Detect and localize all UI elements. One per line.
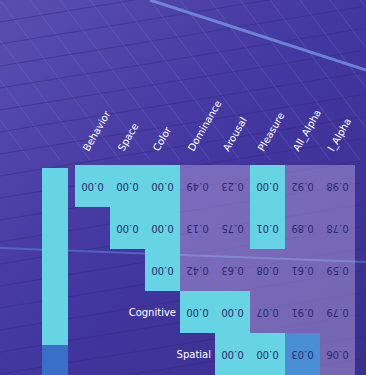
column-label: Dominance xyxy=(186,98,224,153)
cell xyxy=(320,333,355,375)
cell xyxy=(110,207,145,249)
cell-label: 0.00 xyxy=(151,265,173,276)
column-label: Arousal xyxy=(221,115,249,153)
row-label: Spatial xyxy=(177,349,211,360)
cell xyxy=(285,249,320,291)
roof-line xyxy=(0,94,366,154)
cell-label: 0.00 xyxy=(221,349,243,360)
cell xyxy=(320,291,355,333)
cell xyxy=(215,249,250,291)
cell-label: 0.42 xyxy=(186,265,208,276)
cell-label: 0.06 xyxy=(326,349,348,360)
cell xyxy=(215,207,250,249)
cell-label: 0.89 xyxy=(291,223,313,234)
cell-label: 0.03 xyxy=(291,349,313,360)
cell xyxy=(180,249,215,291)
color-bar xyxy=(42,345,68,375)
roof-line xyxy=(0,50,366,110)
cell xyxy=(145,165,180,207)
cell-label: 0.01 xyxy=(256,223,278,234)
row-label: Cognitive xyxy=(129,307,176,318)
cell-label: 0.49 xyxy=(186,181,208,192)
cell xyxy=(285,165,320,207)
cell xyxy=(145,207,180,249)
cell xyxy=(250,165,285,207)
cell xyxy=(215,333,250,375)
cell-label: 0.00 xyxy=(116,181,138,192)
cell xyxy=(250,249,285,291)
cell-label: 0.00 xyxy=(221,307,243,318)
cell xyxy=(75,165,110,207)
cell xyxy=(180,207,215,249)
roof-line xyxy=(0,0,90,160)
cell-label: 0.00 xyxy=(256,349,278,360)
cell xyxy=(285,291,320,333)
cell-label: 0.07 xyxy=(256,307,278,318)
cell-label: 0.98 xyxy=(326,181,348,192)
cell-label: 0.91 xyxy=(291,307,313,318)
cell-label: 0.63 xyxy=(221,265,243,276)
roof-line xyxy=(360,0,366,160)
cell xyxy=(180,291,215,333)
cell-label: 0.75 xyxy=(221,223,243,234)
cells xyxy=(75,165,355,375)
cell-label: 0.00 xyxy=(256,181,278,192)
cell-label: 0.00 xyxy=(81,181,103,192)
cell-label: 0.59 xyxy=(326,265,348,276)
cell xyxy=(250,333,285,375)
cell-label: 0.61 xyxy=(291,265,313,276)
reflection xyxy=(150,0,366,70)
column-label: Pleasure xyxy=(256,111,287,153)
background xyxy=(0,0,366,375)
cell-label: 0.92 xyxy=(291,181,313,192)
column-label: l_Alpha xyxy=(326,116,355,153)
color-bar xyxy=(42,168,68,345)
roof-line xyxy=(0,0,30,160)
roof-line xyxy=(240,0,360,160)
roof-line xyxy=(0,0,120,160)
cell xyxy=(250,291,285,333)
cell xyxy=(285,333,320,375)
cell xyxy=(285,207,320,249)
cell xyxy=(320,249,355,291)
cell xyxy=(215,165,250,207)
roof-line xyxy=(180,0,300,160)
cell xyxy=(180,165,215,207)
cell xyxy=(250,207,285,249)
cell xyxy=(320,207,355,249)
cell-label: 0.00 xyxy=(186,307,208,318)
cell-label: 0.00 xyxy=(151,223,173,234)
cell xyxy=(320,165,355,207)
cell-label: 0.78 xyxy=(326,223,348,234)
column-label: All_Alpha xyxy=(291,108,324,154)
column-label: Space xyxy=(116,121,141,153)
roof-line xyxy=(150,0,270,160)
cell xyxy=(110,165,145,207)
cell xyxy=(215,291,250,333)
cell-label: 0.00 xyxy=(151,181,173,192)
cell xyxy=(145,249,180,291)
cell-label: 0.08 xyxy=(256,265,278,276)
roof-line xyxy=(0,28,366,88)
column-label: Behavior xyxy=(81,108,113,153)
column-label: Color xyxy=(151,124,174,153)
cell-label: 0.23 xyxy=(221,181,243,192)
chart: 0.00 0.00 0.00 0.49 0.23 0.00 0.92 0.98 0.00 0.00… xyxy=(0,0,366,375)
cell-label: 0.13 xyxy=(186,223,208,234)
cell-label: 0.00 xyxy=(116,223,138,234)
cell-label: 0.79 xyxy=(326,307,348,318)
